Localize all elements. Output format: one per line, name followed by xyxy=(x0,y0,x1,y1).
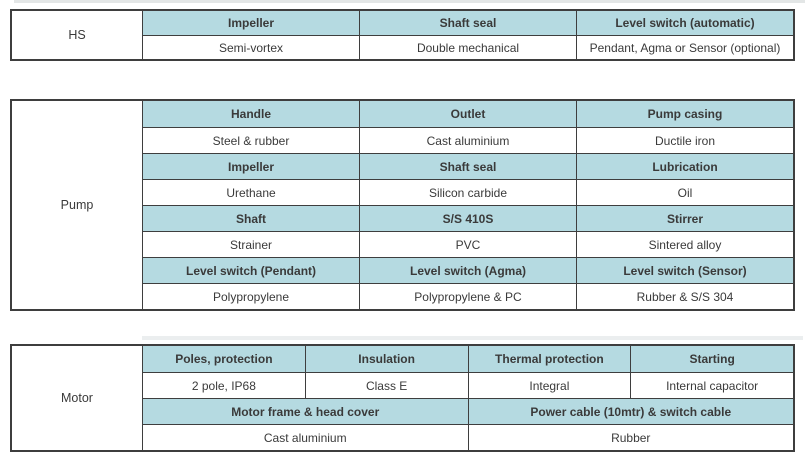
value-cell: Integral xyxy=(467,372,631,398)
motor-spec-table: Motor Poles, protection Insulation Therm… xyxy=(10,344,795,452)
header-cell: Lubrication xyxy=(576,153,793,179)
header-cell: Insulation xyxy=(304,346,468,372)
header-cell: Level switch (Sensor) xyxy=(576,257,793,283)
pump-spec-table: Pump Handle Outlet Pump casing Steel & r… xyxy=(10,99,795,311)
header-cell: Poles, protection xyxy=(142,346,305,372)
header-cell: Stirrer xyxy=(576,205,793,231)
scan-artifact-top xyxy=(14,0,805,3)
header-cell: Pump casing xyxy=(576,101,793,127)
header-cell: Shaft seal xyxy=(359,11,576,35)
value-cell: Cast aluminium xyxy=(359,127,576,153)
header-cell: Level switch (Agma) xyxy=(359,257,576,283)
value-cell: PVC xyxy=(359,231,576,257)
header-cell: Shaft seal xyxy=(359,153,576,179)
section-label-hs: HS xyxy=(12,11,142,59)
value-cell: Urethane xyxy=(142,179,359,205)
scan-artifact-above-motor xyxy=(142,336,803,340)
value-cell: 2 pole, IP68 xyxy=(142,372,305,398)
value-cell: Class E xyxy=(304,372,468,398)
hs-spec-table: HS Impeller Shaft seal Level switch (aut… xyxy=(10,9,795,61)
header-cell: Outlet xyxy=(359,101,576,127)
value-cell: Semi-vortex xyxy=(142,35,359,59)
header-cell: Impeller xyxy=(142,11,359,35)
header-cell: Starting xyxy=(630,346,793,372)
value-cell: Steel & rubber xyxy=(142,127,359,153)
value-cell: Polypropylene & PC xyxy=(359,283,576,309)
value-cell: Polypropylene xyxy=(142,283,359,309)
header-cell: Thermal protection xyxy=(467,346,631,372)
value-cell: Rubber & S/S 304 xyxy=(576,283,793,309)
value-cell: Double mechanical xyxy=(359,35,576,59)
value-cell: Cast aluminium xyxy=(142,424,468,450)
section-label-pump: Pump xyxy=(12,101,142,309)
header-cell: Impeller xyxy=(142,153,359,179)
value-cell: Sintered alloy xyxy=(576,231,793,257)
header-cell: Handle xyxy=(142,101,359,127)
header-cell: S/S 410S xyxy=(359,205,576,231)
value-cell: Internal capacitor xyxy=(630,372,793,398)
value-cell: Pendant, Agma or Sensor (optional) xyxy=(576,35,793,59)
value-cell: Rubber xyxy=(467,424,793,450)
value-cell: Strainer xyxy=(142,231,359,257)
value-cell: Ductile iron xyxy=(576,127,793,153)
value-cell: Silicon carbide xyxy=(359,179,576,205)
header-cell: Shaft xyxy=(142,205,359,231)
header-cell: Level switch (automatic) xyxy=(576,11,793,35)
header-cell: Power cable (10mtr) & switch cable xyxy=(467,398,793,424)
header-cell: Level switch (Pendant) xyxy=(142,257,359,283)
value-cell: Oil xyxy=(576,179,793,205)
section-label-motor: Motor xyxy=(12,346,142,450)
header-cell: Motor frame & head cover xyxy=(142,398,468,424)
